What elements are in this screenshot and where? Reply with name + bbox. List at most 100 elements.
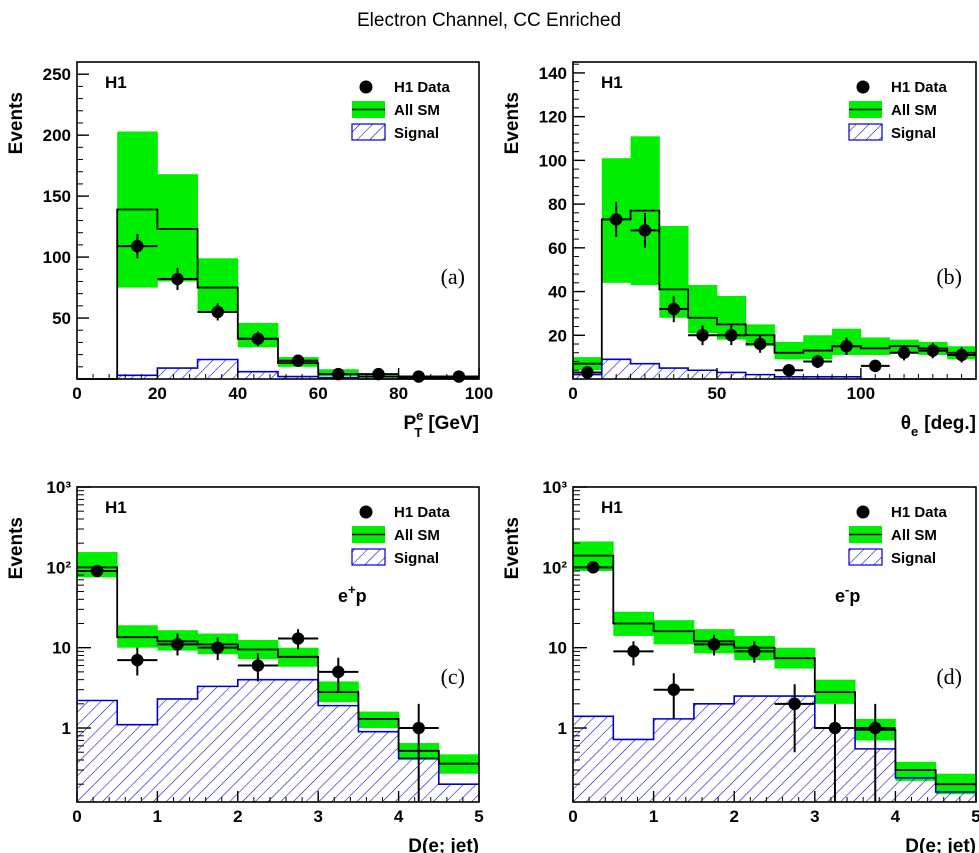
x-axis-label-sub: e (911, 424, 918, 439)
y-tick-label: 10² (542, 558, 567, 577)
data-point (291, 632, 305, 645)
chart-panel-c: 0 1 2 3 4 5 1 10 10² 10³ Events D(e; jet) H1 H1 Data A… (6, 478, 484, 853)
data-point (291, 354, 305, 367)
x-axis-label-unit: [deg.] (924, 413, 976, 434)
sm-uncertainty-band (157, 174, 198, 282)
panel-tag: (d) (936, 664, 962, 689)
x-tick-label: 5 (971, 807, 979, 826)
chart-panel-b: 0 50 100 20 40 60 80 100 120 140 Events θe [deg.] H1 H… (502, 61, 977, 439)
data-point (667, 302, 680, 316)
x-axis-label-sup: e (416, 408, 423, 423)
data-point (609, 213, 623, 226)
process-label-main: e (338, 586, 348, 606)
data-point (332, 367, 345, 381)
y-tick-label: 250 (43, 65, 71, 84)
data-point (725, 329, 738, 342)
data-point (171, 272, 184, 286)
legend-label-data: H1 Data (394, 79, 451, 96)
plot-frame (572, 486, 977, 803)
y-tick-label: 120 (539, 108, 567, 127)
y-tick-label: 50 (52, 309, 71, 328)
legend-label-sm: All SM (891, 527, 937, 544)
x-tick-label: 20 (148, 384, 167, 403)
x-axis-label: θe [deg.] (901, 413, 976, 439)
x-axis-label-unit: [GeV] (428, 413, 479, 434)
data-point (211, 641, 224, 654)
data-point (828, 721, 842, 735)
data-point (811, 355, 824, 368)
x-tick-label: 50 (707, 384, 726, 403)
x-tick-label: 0 (72, 384, 81, 403)
legend-signal-swatch (351, 548, 386, 566)
data-point (131, 653, 144, 667)
data-point (171, 638, 184, 651)
legend-label-data: H1 Data (891, 79, 948, 96)
y-tick-label: 150 (43, 187, 71, 206)
legend-label-data: H1 Data (891, 504, 948, 521)
x-axis-label: Pe T [GeV] (403, 408, 479, 440)
x-tick-label: 40 (228, 384, 247, 403)
y-tick-label: 20 (548, 326, 567, 345)
data-point (782, 364, 796, 377)
data-point (748, 645, 761, 658)
x-tick-label: 1 (153, 807, 162, 826)
x-axis-label-sub: T (414, 425, 422, 440)
x-tick-label: 4 (394, 807, 404, 826)
x-tick-label: 0 (72, 807, 81, 826)
y-tick-label: 10³ (542, 478, 567, 497)
chart-panel-d: 0 1 2 3 4 5 1 10 10² 10³ Events D(e; jet) H1 H1 Data A… (502, 478, 979, 853)
panel-tag: (c) (441, 664, 465, 689)
signal-outline (77, 678, 479, 785)
y-tick-label: 1 (558, 719, 567, 738)
data-point (869, 721, 882, 735)
process-label-sup: + (348, 582, 356, 597)
data-point (581, 366, 594, 379)
y-tick-label: 10 (548, 639, 567, 658)
data-point (753, 337, 767, 351)
data-point (332, 665, 345, 679)
y-tick-label: 10³ (46, 478, 71, 497)
experiment-label: H1 (601, 73, 623, 92)
data-point (251, 332, 265, 345)
sm-uncertainty-band (358, 711, 399, 729)
legend-label-signal: Signal (891, 125, 936, 142)
x-tick-label: 3 (810, 807, 819, 826)
legend-signal-swatch (848, 548, 883, 566)
sm-uncertainty-band (774, 341, 804, 360)
sm-uncertainty-band (688, 284, 718, 334)
data-point (638, 224, 652, 237)
y-tick-label: 140 (539, 64, 567, 83)
x-axis-label-main: θ (901, 413, 911, 434)
x-tick-label: 0 (568, 384, 577, 403)
legend-label-signal: Signal (891, 550, 936, 567)
data-point (131, 239, 144, 253)
x-axis-label-main: D(e; jet) (408, 836, 479, 853)
chart-panel-a: 0 20 40 60 80 100 50 100 150 200 250 Events Pe T [GeV]… (6, 61, 493, 440)
sm-uncertainty-band (197, 258, 239, 312)
y-axis-label: Events (502, 517, 523, 579)
signal-outline (573, 695, 976, 793)
data-point (412, 721, 425, 735)
legend-data-marker (359, 80, 373, 94)
x-axis-label-main: D(e; jet) (905, 836, 976, 853)
x-tick-label: 100 (847, 384, 875, 403)
x-axis-label-main: P (403, 413, 416, 434)
data-point (955, 348, 968, 362)
sm-uncertainty-band (895, 761, 937, 781)
x-axis-label: D(e; jet) (408, 836, 479, 853)
data-point (586, 561, 600, 574)
panel-tag: (a) (441, 264, 465, 289)
y-tick-label: 80 (548, 195, 567, 214)
y-tick-label: 200 (43, 126, 71, 145)
y-tick-label: 100 (539, 151, 567, 170)
legend-data-marker (359, 505, 373, 519)
data-point (627, 645, 640, 658)
legend-signal-swatch (351, 123, 386, 141)
process-label: e+p (338, 582, 367, 606)
data-point (251, 659, 265, 672)
x-tick-label: 80 (389, 384, 408, 403)
x-tick-label: 4 (891, 807, 901, 826)
legend-label-signal: Signal (394, 550, 439, 567)
data-point (869, 359, 882, 373)
panel-tag: (b) (936, 264, 962, 289)
